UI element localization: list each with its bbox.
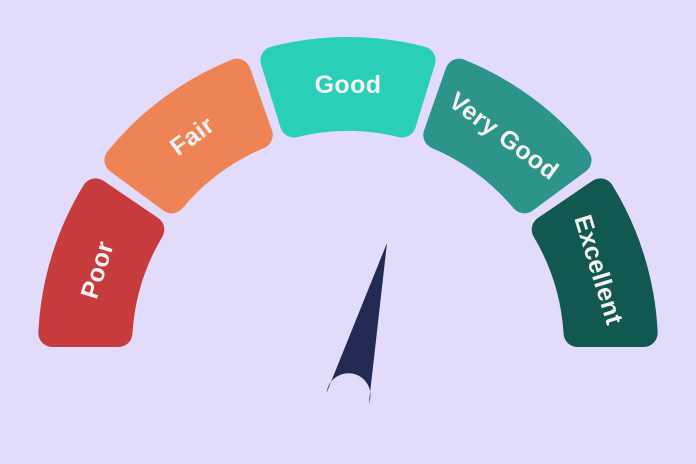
- gauge-segment-poor: [38, 178, 165, 347]
- gauge-segment-fair: [104, 58, 273, 214]
- gauge-segment-excellent: [531, 178, 658, 347]
- gauge-segment-good: [260, 36, 436, 138]
- gauge-segment-very-good: [423, 58, 592, 214]
- gauge-needle: [326, 242, 387, 404]
- gauge-label-good: Good: [315, 71, 382, 99]
